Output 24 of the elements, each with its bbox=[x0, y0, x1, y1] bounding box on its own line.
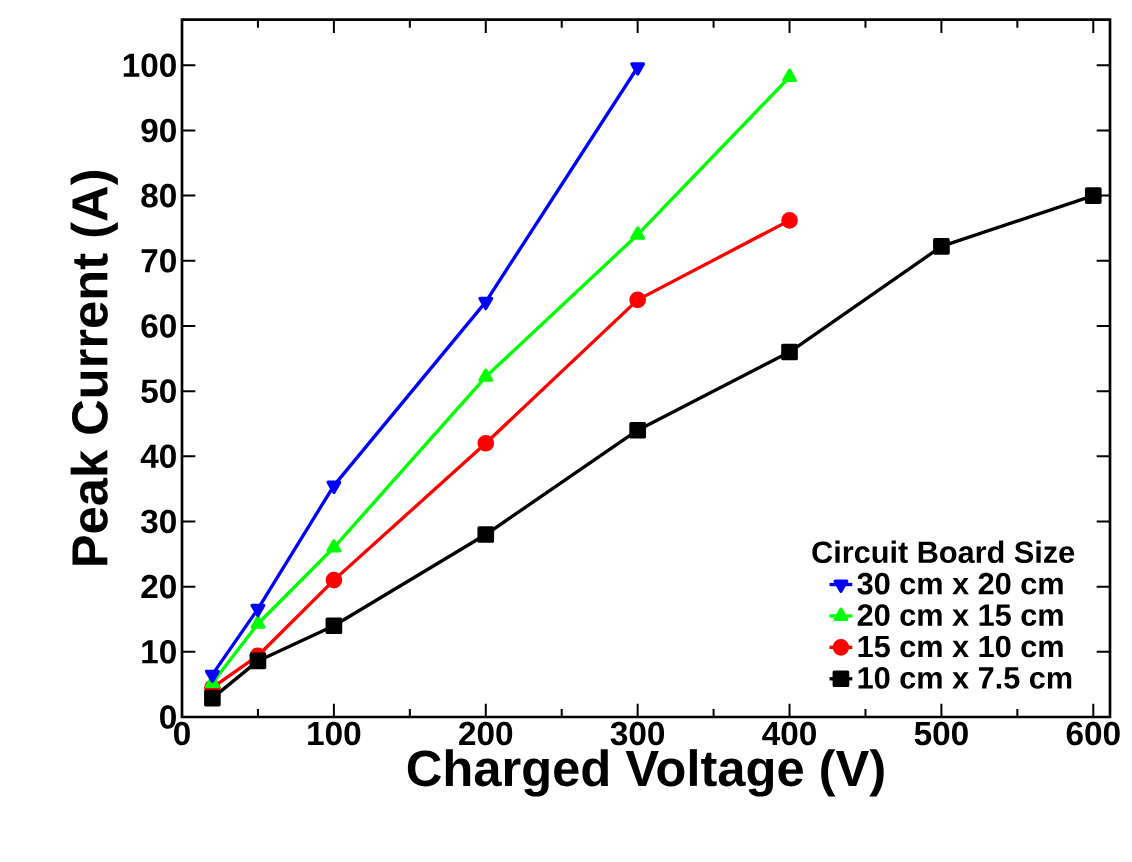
y-tick-label: 90 bbox=[141, 118, 176, 143]
x-tick-label: 400 bbox=[762, 721, 816, 746]
y-tick-label: 10 bbox=[142, 640, 176, 664]
y-tick-label: 20 bbox=[141, 574, 176, 599]
x-tick-label: 200 bbox=[459, 721, 513, 746]
legend-title: Circuit Board Size bbox=[812, 540, 1075, 564]
x-axis-title: Charged Voltage (V) bbox=[407, 749, 884, 797]
y-tick-label: 80 bbox=[141, 183, 176, 208]
x-tick-label: 600 bbox=[1066, 721, 1120, 746]
legend-label: 30 cm x 20 cm bbox=[857, 572, 1063, 595]
y-tick-label: 30 bbox=[140, 509, 176, 534]
x-tick-label: 300 bbox=[610, 721, 665, 746]
y-tick-label: 50 bbox=[141, 379, 176, 403]
y-tick-label: 100 bbox=[123, 53, 176, 78]
y-tick-label: 70 bbox=[141, 248, 176, 273]
y-tick-label: 0 bbox=[160, 705, 176, 729]
x-tick-label: 500 bbox=[914, 721, 968, 746]
legend-label: 20 cm x 15 cm bbox=[857, 604, 1063, 626]
y-tick-label: 40 bbox=[140, 444, 176, 469]
legend-label: 10 cm x 7.5 cm bbox=[858, 667, 1072, 689]
legend-label: 15 cm x 10 cm bbox=[858, 635, 1063, 658]
x-tick-label: 100 bbox=[308, 721, 361, 746]
y-axis-title: Peak Current (A) bbox=[70, 171, 118, 565]
y-tick-label: 60 bbox=[141, 314, 176, 338]
